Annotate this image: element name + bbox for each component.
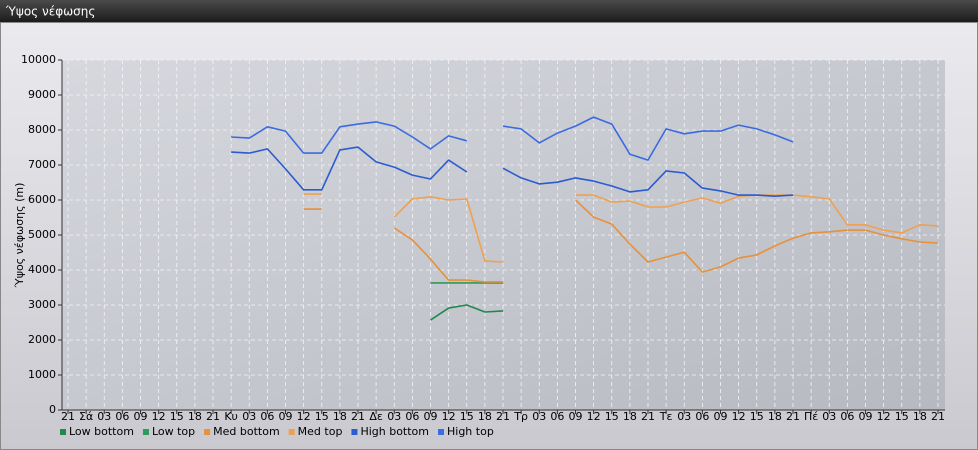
legend-swatch: [438, 429, 444, 435]
y-tick-label: 9000: [28, 88, 56, 101]
x-tick-label: Τε: [659, 410, 673, 423]
x-tick-label: 18: [623, 410, 637, 423]
y-tick-label: 2000: [28, 333, 56, 346]
x-tick-label: 21: [786, 410, 800, 423]
x-tick-label: 18: [478, 410, 492, 423]
x-tick-label: Σά: [79, 410, 93, 423]
y-tick-label: 1000: [28, 368, 56, 381]
series-line: [430, 304, 504, 321]
y-axis-title: Ύψος νέφωσης (m): [13, 183, 26, 289]
x-tick-label: 12: [587, 410, 601, 423]
x-tick-label: 12: [152, 410, 166, 423]
chart: 0 1000 2000 3000 4000 5000 6000 7000 8000 9000 100…: [21, 53, 945, 438]
x-tick-label: 03: [677, 410, 691, 423]
x-tick-label: 12: [297, 410, 311, 423]
x-tick-label: 09: [134, 410, 148, 423]
series-line: [303, 199, 939, 283]
x-tick-label: 18: [913, 410, 927, 423]
legend-label: High bottom: [360, 425, 429, 438]
legend-swatch: [351, 429, 358, 435]
x-tick-label: 09: [859, 410, 873, 423]
x-tick-label: 09: [714, 410, 728, 423]
y-tick-label: 7000: [28, 158, 56, 171]
legend-label: Med top: [298, 425, 343, 438]
y-tick-label: 5000: [28, 228, 56, 241]
x-tick-label: 21: [496, 410, 510, 423]
y-tick-label: 4000: [28, 263, 56, 276]
y-tick-label: 6000: [28, 193, 56, 206]
x-tick-label: 15: [895, 410, 909, 423]
x-tick-label: 06: [550, 410, 564, 423]
x-tick-label: 15: [460, 410, 474, 423]
x-tick-label: Πέ: [804, 410, 818, 423]
title-bar: [0, 0, 978, 22]
legend-label: Low top: [152, 425, 195, 438]
x-tick-label: 21: [931, 410, 945, 423]
x-tick-label: 12: [877, 410, 891, 423]
x-tick-label: 21: [206, 410, 220, 423]
x-tick-label: 06: [695, 410, 709, 423]
y-tick-label: 3000: [28, 298, 56, 311]
x-tick-label: 03: [822, 410, 836, 423]
x-tick-label: 15: [315, 410, 329, 423]
window-title: Ύψος νέφωσης: [5, 5, 95, 19]
x-tick-label: 09: [424, 410, 438, 423]
x-tick-label: 06: [840, 410, 854, 423]
x-tick-label: 12: [442, 410, 456, 423]
x-tick-label: 21: [641, 410, 655, 423]
x-tick-label: 03: [387, 410, 401, 423]
legend-label: Med bottom: [213, 425, 280, 438]
x-tick-label: Κυ: [224, 410, 238, 423]
legend-label: Low bottom: [69, 425, 134, 438]
x-tick-label: 12: [732, 410, 746, 423]
x-tick-label: 15: [605, 410, 619, 423]
x-tick-label: 18: [768, 410, 782, 423]
legend-swatch: [288, 429, 295, 435]
x-tick-label: 06: [115, 410, 129, 423]
x-tick-label: 06: [260, 410, 274, 423]
series-line: [231, 116, 794, 161]
x-tick-label: 15: [170, 410, 184, 423]
x-tick-label: 18: [333, 410, 347, 423]
x-tick-label: 09: [279, 410, 293, 423]
x-tick-label: 06: [405, 410, 419, 423]
legend-swatch: [204, 429, 211, 435]
legend-label: High top: [447, 425, 494, 438]
legend-swatch: [60, 429, 66, 435]
x-tick-label: 21: [351, 410, 365, 423]
y-tick-label: 10000: [21, 53, 56, 66]
series-line: [231, 146, 794, 197]
x-tick-label: 18: [188, 410, 202, 423]
x-tick-label: 03: [242, 410, 256, 423]
y-tick-label: 0: [49, 403, 56, 416]
x-tick-label: Τρ: [513, 410, 528, 423]
x-tick-label: 21: [61, 410, 75, 423]
x-tick-label: 09: [569, 410, 583, 423]
y-tick-label: 8000: [28, 123, 56, 136]
x-tick-label: 03: [532, 410, 546, 423]
x-tick-label: 15: [750, 410, 764, 423]
legend-swatch: [142, 429, 149, 435]
x-tick-label: Δε: [369, 410, 383, 423]
x-tick-label: 03: [97, 410, 111, 423]
